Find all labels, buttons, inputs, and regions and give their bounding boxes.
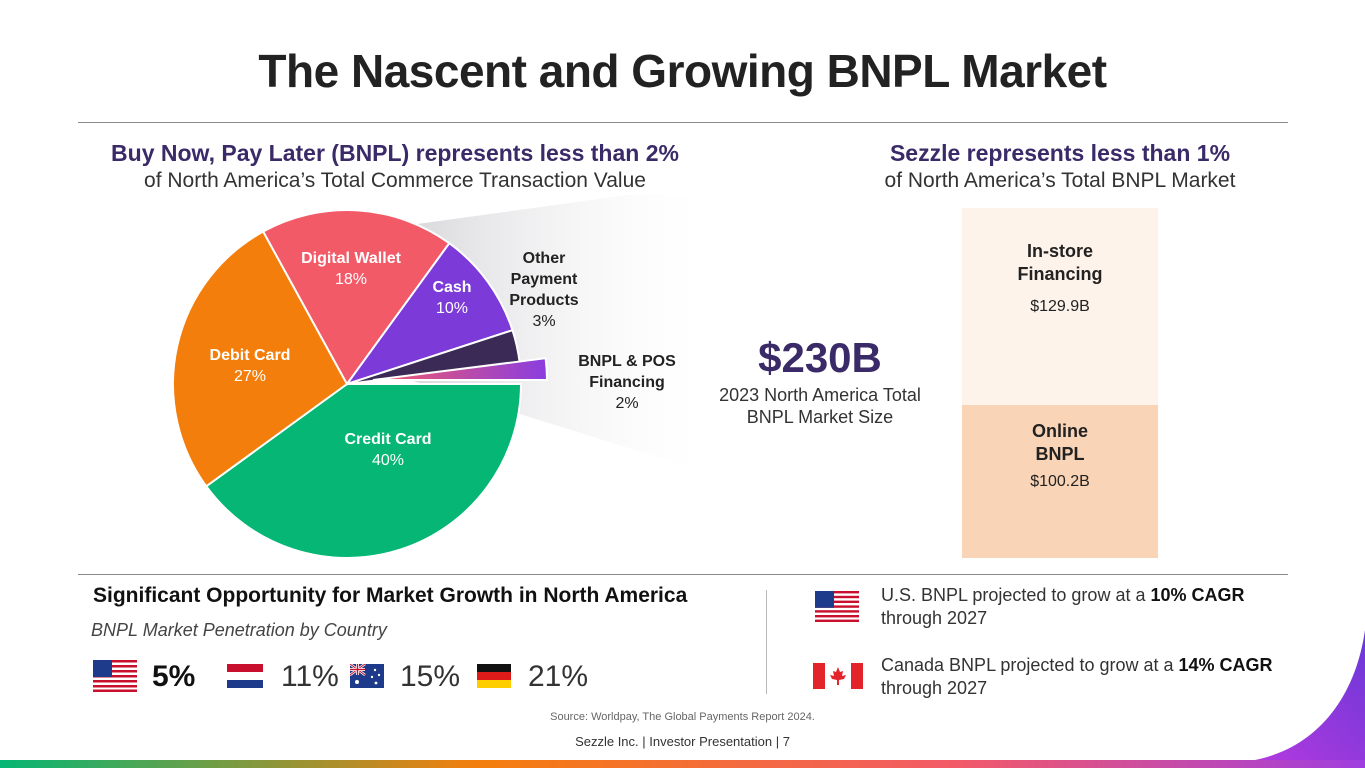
market-header: Sezzle represents less than 1% of North … xyxy=(840,140,1280,193)
penetration-australia: 15% xyxy=(400,660,461,693)
bar-segment-in-store xyxy=(962,208,1158,405)
bar-segment-online xyxy=(962,405,1158,558)
slice-label-cash: Cash 10% xyxy=(432,279,472,317)
source-note: Source: Worldpay, The Global Payments Re… xyxy=(550,711,815,723)
section-divider xyxy=(78,574,1288,575)
segment-value-online: $100.2B xyxy=(1030,473,1090,490)
pie-slice-debit-card xyxy=(172,230,349,488)
pie-slice-credit-card xyxy=(204,383,523,559)
segment-value-in-store: $129.9B xyxy=(1030,298,1090,315)
slice-label-other-payment: Other Payment Products 3% xyxy=(509,250,579,330)
pie-slice-cash xyxy=(344,241,514,386)
pie-slice-bnpl-pos-financing xyxy=(372,357,549,381)
us-flag-icon xyxy=(815,591,859,622)
slice-label-debit-card: Debit Card 27% xyxy=(209,347,291,385)
pie-slice-digital-wallet xyxy=(261,209,451,386)
footer-text: Sezzle Inc. | Investor Presentation | 7 xyxy=(575,734,790,749)
pie-header-highlight: Buy Now, Pay Later (BNPL) represents les… xyxy=(111,140,679,166)
bnpl-market-caption: 2023 North America Total BNPL Market Siz… xyxy=(719,385,921,427)
australia-flag-icon xyxy=(350,664,384,688)
slice-label-digital-wallet: Digital Wallet 18% xyxy=(301,250,401,288)
us-flag-icon xyxy=(93,660,137,692)
penetration-us: 5% xyxy=(152,660,196,693)
decorative-corner xyxy=(1215,630,1365,768)
canada-flag-icon xyxy=(813,663,863,689)
segment-label-online: Online BNPL xyxy=(1031,421,1088,464)
projection-canada: Canada BNPL projected to grow at a 14% C… xyxy=(881,655,1273,698)
vertical-divider xyxy=(766,590,767,694)
opportunity-title: Significant Opportunity for Market Growt… xyxy=(93,584,688,607)
penetration-germany: 21% xyxy=(528,660,589,693)
segment-label-in-store: In-store Financing xyxy=(1017,241,1103,284)
slice-label-credit-card: Credit Card 40% xyxy=(344,431,432,469)
netherlands-flag-icon xyxy=(227,664,263,688)
page-title: The Nascent and Growing BNPL Market xyxy=(258,45,1107,97)
germany-flag-icon xyxy=(477,664,511,688)
payment-mix-pie-chart xyxy=(172,195,700,559)
bnpl-market-total: $230B xyxy=(758,334,882,381)
pie-header: Buy Now, Pay Later (BNPL) represents les… xyxy=(60,140,730,193)
slice-label-bnpl: BNPL & POS Financing 2% xyxy=(578,353,676,412)
bottom-gradient-bar xyxy=(0,760,1365,768)
pie-header-sub: of North America’s Total Commerce Transa… xyxy=(144,169,646,192)
market-header-highlight: Sezzle represents less than 1% xyxy=(889,140,1231,166)
penetration-netherlands: 11% xyxy=(281,660,339,693)
projection-us: U.S. BNPL projected to grow at a 10% CAG… xyxy=(881,585,1245,628)
opportunity-subtitle: BNPL Market Penetration by Country xyxy=(91,620,387,640)
title-divider xyxy=(78,122,1288,123)
market-header-sub: of North America’s Total BNPL Market xyxy=(884,169,1236,192)
